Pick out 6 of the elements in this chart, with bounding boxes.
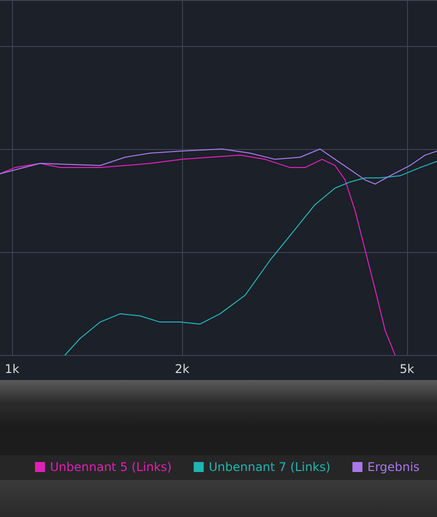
x-tick-label: 5k [400, 362, 414, 376]
legend-label: Ergebnis [367, 460, 420, 474]
legend-label: Unbennant 7 (Links) [208, 460, 330, 474]
x-tick-label: 2k [174, 362, 190, 376]
legend-label: Unbennant 5 (Links) [50, 460, 172, 474]
x-tick-label: 1k [4, 362, 20, 376]
